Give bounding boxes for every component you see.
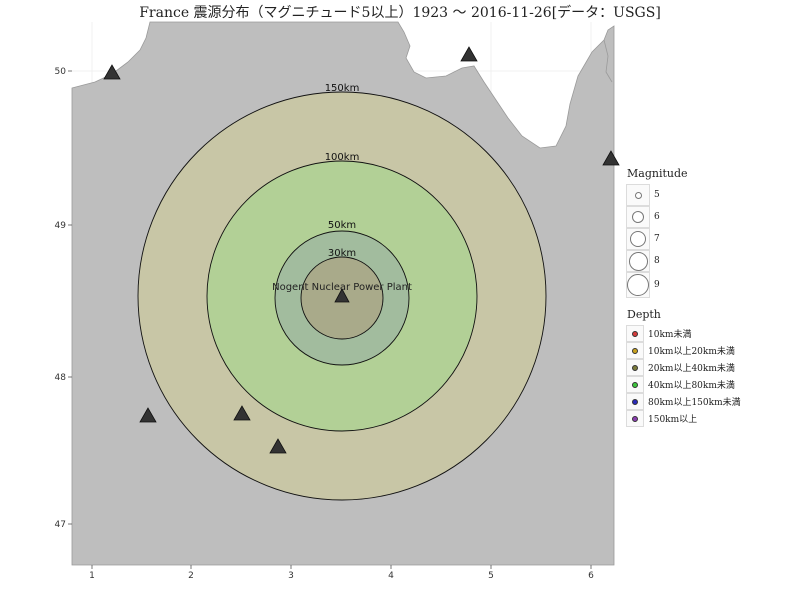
depth-legend-title: Depth <box>627 308 661 321</box>
x-tick-label: 5 <box>488 571 494 581</box>
marker-east-edge <box>602 150 620 166</box>
magnitude-legend-item: 7 <box>624 228 794 250</box>
legend: Magnitude 5 6 7 8 9 Depth 10km未満 10km以上2… <box>624 165 794 427</box>
depth-legend-list: 10km未満 10km以上20km未満 20km以上40km未満 40km以上8… <box>624 325 794 427</box>
depth-label: 10km以上20km未満 <box>648 347 735 357</box>
x-axis-labels: 1 2 3 4 5 6 <box>89 571 594 581</box>
depth-dot-icon <box>632 415 638 422</box>
magnitude-circle-icon <box>627 274 649 296</box>
axis-ticks <box>68 70 592 569</box>
ring-label-150km: 150km <box>325 83 360 94</box>
depth-dot-icon <box>632 381 638 388</box>
markers <box>103 46 620 454</box>
magnitude-key <box>626 250 650 272</box>
depth-dot-icon <box>632 364 638 371</box>
x-tick-label: 4 <box>388 571 394 581</box>
magnitude-key <box>626 206 650 228</box>
x-tick-label: 2 <box>188 571 194 581</box>
plant-label: Nogent Nuclear Power Plant <box>272 282 412 293</box>
magnitude-legend-item: 5 <box>624 184 794 206</box>
depth-legend-item: 150km以上 <box>624 410 794 427</box>
depth-legend-item: 20km以上40km未満 <box>624 359 794 376</box>
y-tick-label: 47 <box>55 520 66 530</box>
marker-northwest <box>103 64 121 80</box>
depth-dot-icon <box>632 330 638 337</box>
marker-south-2 <box>269 438 287 454</box>
magnitude-label: 8 <box>654 256 660 266</box>
magnitude-label: 7 <box>654 234 660 244</box>
y-axis-labels: 50 49 48 47 <box>55 67 67 530</box>
magnitude-label: 9 <box>654 280 660 290</box>
magnitude-key <box>626 184 650 206</box>
x-tick-label: 1 <box>89 571 95 581</box>
marker-north <box>460 46 478 62</box>
depth-key <box>626 359 644 376</box>
marker-west <box>139 407 157 423</box>
depth-label: 10km未満 <box>648 330 692 340</box>
depth-label: 20km以上40km未満 <box>648 364 735 374</box>
depth-label: 150km以上 <box>648 415 698 425</box>
magnitude-circle-icon <box>628 251 648 271</box>
magnitude-legend-item: 6 <box>624 206 794 228</box>
depth-legend-item: 80km以上150km未満 <box>624 393 794 410</box>
magnitude-circle-icon <box>634 191 642 199</box>
y-tick-label: 48 <box>55 373 67 383</box>
map-title: France 震源分布（マグニチュード5以上）1923 ～ 2016-11-26… <box>139 5 661 21</box>
coast-detail <box>603 39 613 83</box>
magnitude-label: 6 <box>654 212 660 222</box>
depth-key <box>626 410 644 427</box>
magnitude-key <box>626 228 650 250</box>
magnitude-legend-title: Magnitude <box>627 167 688 180</box>
plant-marker <box>334 288 350 303</box>
depth-key <box>626 325 644 342</box>
depth-key <box>626 393 644 410</box>
depth-legend-item: 10km未満 <box>624 325 794 342</box>
y-tick-label: 49 <box>55 221 67 231</box>
depth-key <box>626 376 644 393</box>
magnitude-key <box>626 272 650 298</box>
magnitude-label: 5 <box>654 190 660 200</box>
depth-legend-item: 10km以上20km未満 <box>624 342 794 359</box>
depth-legend-item: 40km以上80km未満 <box>624 376 794 393</box>
marker-south-1 <box>233 405 251 421</box>
ring-label-50km: 50km <box>328 220 356 231</box>
depth-dot-icon <box>632 398 638 405</box>
depth-label: 80km以上150km未満 <box>648 398 741 408</box>
x-tick-label: 6 <box>588 571 594 581</box>
magnitude-legend-item: 9 <box>624 272 794 298</box>
x-tick-label: 3 <box>288 571 294 581</box>
ring-label-100km: 100km <box>325 152 360 163</box>
ring-label-30km: 30km <box>328 248 356 259</box>
magnitude-circle-icon <box>632 211 644 223</box>
magnitude-legend-item: 8 <box>624 250 794 272</box>
depth-label: 40km以上80km未満 <box>648 381 735 391</box>
magnitude-circle-icon <box>630 231 646 247</box>
depth-key <box>626 342 644 359</box>
depth-dot-icon <box>632 347 638 354</box>
y-tick-label: 50 <box>55 67 67 77</box>
